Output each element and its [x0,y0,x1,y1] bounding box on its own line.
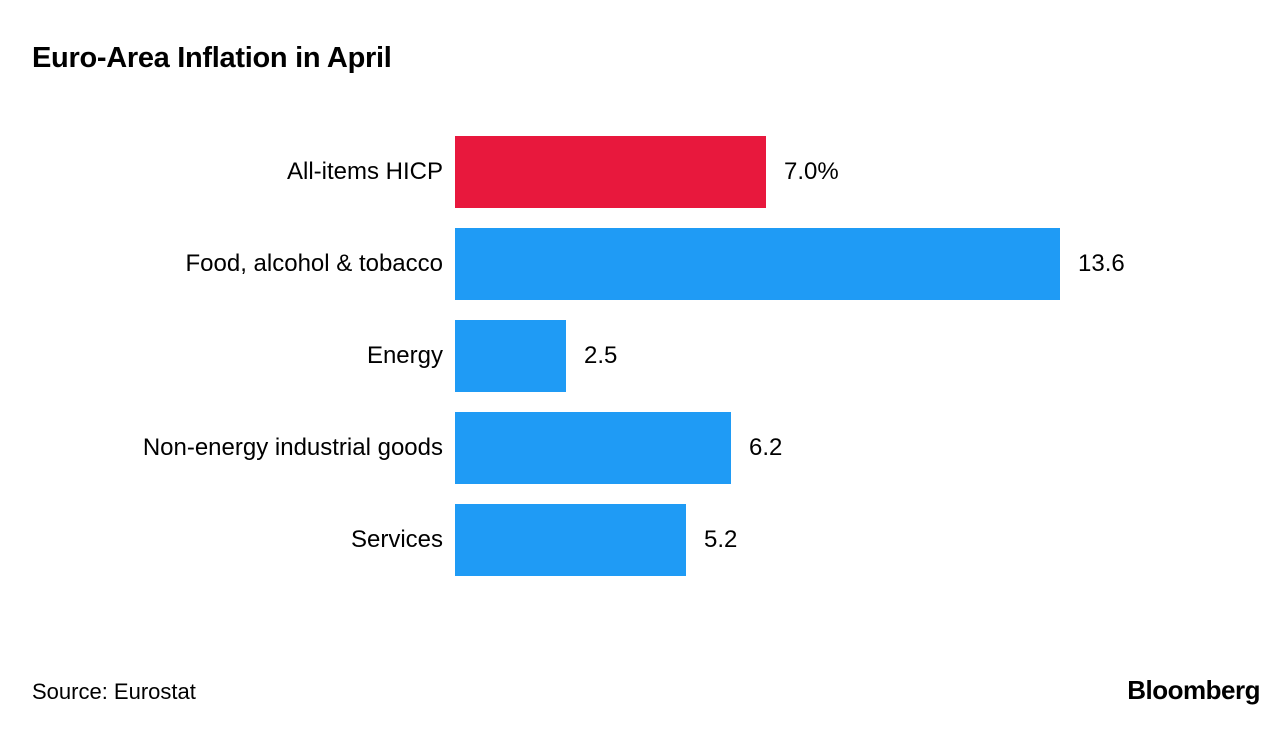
bar [455,320,566,392]
bar-row: Energy 2.5 [32,320,1256,392]
plot-area: All-items HICP 7.0% Food, alcohol & toba… [32,136,1256,596]
bar [455,136,766,208]
chart-title: Euro-Area Inflation in April [32,42,392,74]
bar-row: Non-energy industrial goods 6.2 [32,412,1256,484]
source-note: Source: Eurostat [32,679,196,704]
value-label: 7.0% [784,158,839,185]
bar-row: Food, alcohol & tobacco 13.6 [32,228,1256,300]
category-label: Services [350,525,443,553]
bar [455,412,731,484]
bar-row: Services 5.2 [32,504,1256,576]
category-label: Food, alcohol & tobacco [185,249,444,277]
category-label: Non-energy industrial goods [142,433,443,461]
category-label: Energy [366,341,443,369]
category-label: All-items HICP [286,157,443,185]
value-label: 2.5 [584,342,618,369]
bar-row: All-items HICP 7.0% [32,136,1256,208]
value-label: 6.2 [749,434,783,461]
bloomberg-logo: Bloomberg [1127,675,1260,705]
bar [455,228,1060,300]
footer: Source: Eurostat Bloomberg [32,675,1260,706]
bar [455,504,686,576]
value-label: 5.2 [704,526,738,553]
value-label: 13.6 [1078,250,1125,277]
